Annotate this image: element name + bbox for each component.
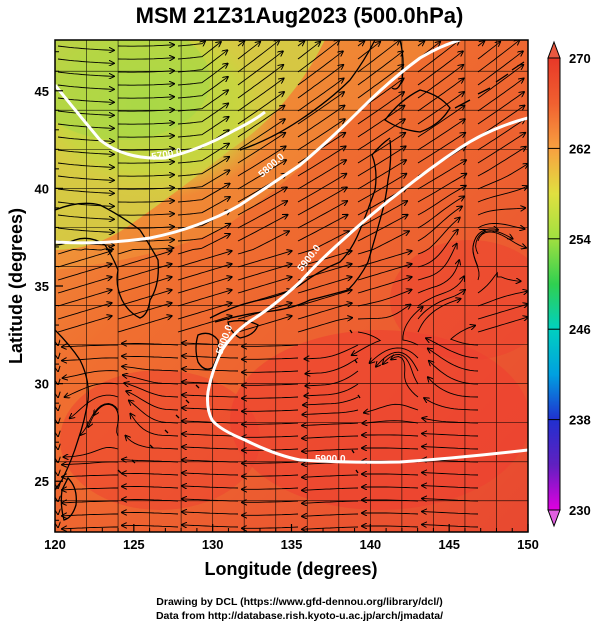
credit-drawing: Drawing by DCL (https://www.gfd-dennou.o… <box>156 596 443 608</box>
x-tick-label: 140 <box>359 537 381 552</box>
colorbar-tick-label: 230 <box>569 503 591 518</box>
x-tick-label: 130 <box>202 537 224 552</box>
colorbar-scale <box>547 57 561 511</box>
x-tick-label: 125 <box>123 537 145 552</box>
colorbar: 270 262 254 246 238 230 <box>547 40 591 528</box>
chart-title: MSM 21Z31Aug2023 (500.0hPa) <box>135 3 464 28</box>
y-tick-label: 45 <box>35 84 49 99</box>
contour-label: 5900.0 <box>315 454 346 465</box>
x-tick-label: 150 <box>517 537 539 552</box>
contour-5900-a <box>206 116 528 464</box>
contour-5700 <box>55 84 266 160</box>
x-tick-label: 135 <box>281 537 303 552</box>
wind-streamlines <box>57 40 528 529</box>
y-tick-label: 25 <box>35 474 49 489</box>
colorbar-tick-label: 262 <box>569 141 591 156</box>
y-axis-label: Latitude (degrees) <box>6 208 26 364</box>
temperature-field: 5700.0 5800.0 5900.0 5900.0 5900.0 <box>55 40 528 532</box>
colorbar-tick-label: 246 <box>569 322 591 337</box>
colorbar-min-arrow <box>547 509 561 528</box>
y-tick-label: 30 <box>35 377 49 392</box>
colorbar-tick-label: 238 <box>569 413 591 428</box>
y-tick-label: 35 <box>35 279 49 294</box>
contour-label: 5700.0 <box>151 147 183 163</box>
credit-data: Data from http://database.rish.kyoto-u.a… <box>155 610 444 622</box>
colorbar-tick-label: 254 <box>569 232 591 247</box>
x-axis: 120 125 130 135 140 145 150 <box>44 524 539 552</box>
y-tick-label: 40 <box>35 181 49 196</box>
height-contours <box>55 40 528 464</box>
lat-lon-grid <box>55 40 528 532</box>
y-axis: 25 30 35 40 45 <box>35 51 63 521</box>
contour-5800 <box>55 40 461 245</box>
coastlines <box>55 40 525 521</box>
colorbar-tick-label: 270 <box>569 51 591 66</box>
colorbar-max-arrow <box>547 40 561 59</box>
x-tick-label: 145 <box>438 537 460 552</box>
x-axis-label: Longitude (degrees) <box>204 559 377 579</box>
x-tick-label: 120 <box>44 537 66 552</box>
